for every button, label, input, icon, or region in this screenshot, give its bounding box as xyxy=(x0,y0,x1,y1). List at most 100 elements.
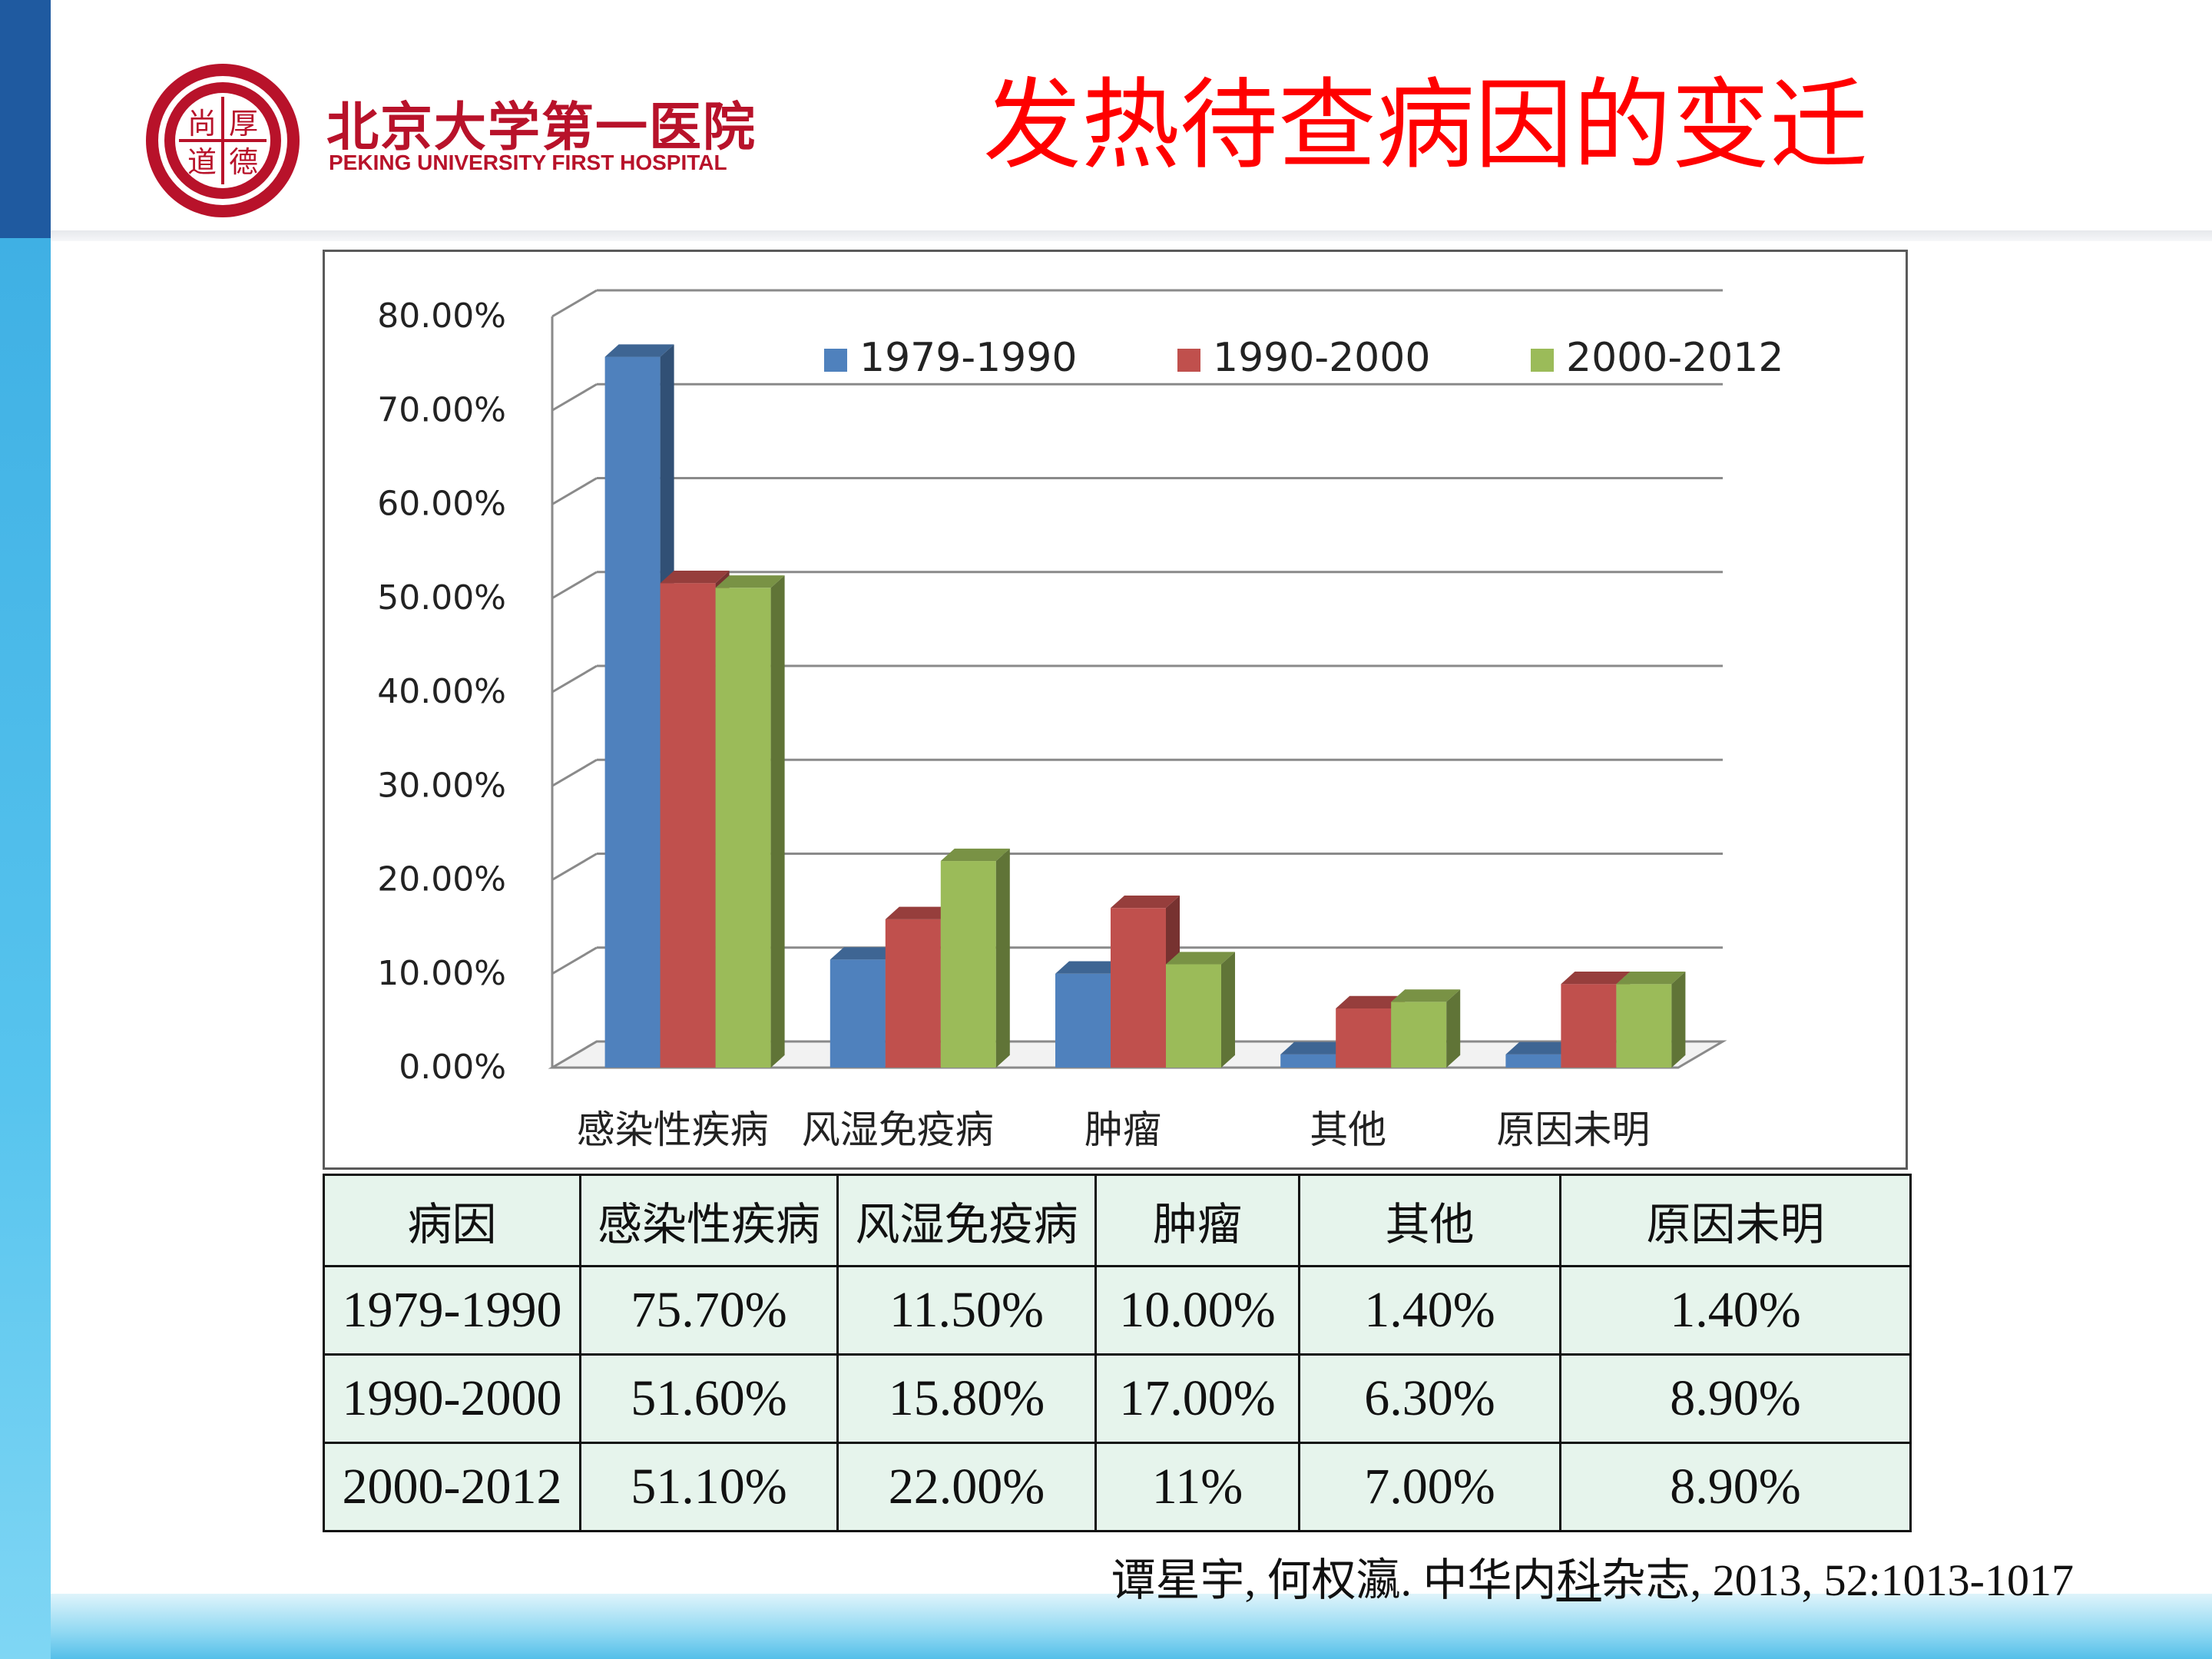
table-cell: 51.10% xyxy=(579,1442,839,1532)
legend-swatch xyxy=(824,349,847,372)
y-tick-label: 20.00% xyxy=(377,860,506,899)
bar-1979-1990-front xyxy=(1505,1054,1561,1068)
x-tick-label: 其他 xyxy=(1310,1108,1386,1152)
bar-top xyxy=(885,906,955,919)
citation: 谭星宇, 何权瀛. 中华内科杂志, 2013, 52:1013-1017 xyxy=(998,1544,2074,1608)
table-cell: 1990-2000 xyxy=(323,1353,581,1444)
bar-top xyxy=(1391,989,1461,1002)
table-header-cell: 其他 xyxy=(1298,1174,1561,1267)
bar-1990-2000-front xyxy=(885,919,941,1068)
chart-frame: 0.00% 10.00% 20.00% 30.00% 40.00% 50.00% 60.00… xyxy=(323,250,1908,1170)
bar-top xyxy=(940,848,1010,862)
table-cell: 1979-1990 xyxy=(323,1265,581,1356)
bar-1990-2000-front xyxy=(1111,908,1166,1068)
bar-top xyxy=(604,344,674,357)
logo-chinese-name: 北京大学第一医院 xyxy=(326,97,757,158)
legend-swatch xyxy=(1531,349,1554,372)
bar-1979-1990-front xyxy=(604,356,661,1068)
legend-swatch xyxy=(1177,349,1200,372)
seal-char-2: 厚 xyxy=(229,107,258,141)
bar-chart: 0.00% 10.00% 20.00% 30.00% 40.00% 50.00% 60.00… xyxy=(377,289,1783,1152)
table-header-cell: 风湿免疫病 xyxy=(836,1174,1097,1267)
bar-top xyxy=(1505,1041,1575,1055)
table-cell: 7.00% xyxy=(1298,1442,1561,1532)
gridline-diagonal xyxy=(551,758,598,787)
gridline-diagonal xyxy=(551,853,598,881)
slide-title: 发热待查病因的变迁 xyxy=(983,68,1869,183)
bar-top xyxy=(715,575,785,588)
table-header-row: 病因 感染性疾病 风湿免疫病 肿瘤 其他 原因未明 xyxy=(323,1174,1912,1267)
legend-label: 2000-2012 xyxy=(1566,335,1783,381)
y-tick-label: 30.00% xyxy=(377,766,506,805)
table-cell: 8.90% xyxy=(1559,1442,1912,1532)
seal-char-1: 尚 xyxy=(187,107,217,141)
citation-text-underlined: 科 xyxy=(1556,1555,1601,1605)
bar-2000-2012-front xyxy=(940,861,996,1068)
y-tick-label: 70.00% xyxy=(377,390,506,429)
bar-top xyxy=(1111,895,1180,909)
bar-1990-2000-front xyxy=(1561,984,1617,1068)
y-tick-label: 50.00% xyxy=(377,578,506,618)
side-accent-gradient xyxy=(0,238,51,1659)
bar-side xyxy=(995,848,1010,1068)
hospital-logo: 尚 厚 道 德 北京大学第一医院 PEKING UNIVERSITY FIRST… xyxy=(142,60,833,221)
gridline-diagonal xyxy=(551,664,598,694)
table-cell: 8.90% xyxy=(1559,1353,1912,1444)
bar-2000-2012-front xyxy=(715,588,771,1068)
table-cell: 1.40% xyxy=(1298,1265,1561,1356)
bar-2000-2012-front xyxy=(1166,964,1221,1068)
table-cell: 17.00% xyxy=(1094,1353,1300,1444)
gridline-diagonal xyxy=(551,571,598,600)
data-table: 病因 感染性疾病 风湿免疫病 肿瘤 其他 原因未明 1979-1990 75.70% 11.50… xyxy=(323,1174,1912,1532)
side-accent-bar xyxy=(0,0,51,238)
gridline-diagonal xyxy=(551,289,598,318)
x-tick-label: 风湿免疫病 xyxy=(802,1108,994,1152)
bar-top xyxy=(1616,971,1686,985)
bar-top xyxy=(1055,961,1124,974)
y-tick-label: 40.00% xyxy=(377,672,506,711)
bar-2000-2012-front xyxy=(1391,1002,1447,1068)
bar-side xyxy=(1671,971,1686,1068)
table-cell: 15.80% xyxy=(836,1353,1097,1444)
bar-1990-2000-front xyxy=(1336,1008,1392,1068)
y-tick-label: 60.00% xyxy=(377,485,506,524)
bar-1979-1990-front xyxy=(830,959,886,1068)
table-cell: 2000-2012 xyxy=(323,1442,581,1532)
bar-top xyxy=(1166,952,1235,965)
table-cell: 11% xyxy=(1094,1442,1300,1532)
bar-top xyxy=(1336,995,1406,1008)
y-tick-label: 10.00% xyxy=(377,954,506,993)
gridline-diagonal xyxy=(551,477,598,505)
y-tick-label: 80.00% xyxy=(377,296,506,336)
bar-1990-2000-front xyxy=(660,583,716,1068)
bar-top xyxy=(660,570,730,584)
table-row: 1990-2000 51.60% 15.80% 17.00% 6.30% 8.90% xyxy=(323,1353,1912,1444)
seal-char-4: 德 xyxy=(229,145,258,179)
table-header-cell: 感染性疾病 xyxy=(579,1174,839,1267)
table-cell: 75.70% xyxy=(579,1265,839,1356)
x-tick-label: 肿瘤 xyxy=(1084,1108,1161,1152)
bar-top xyxy=(1561,971,1631,985)
gridline-diagonal xyxy=(551,382,598,412)
table-header-cell: 原因未明 xyxy=(1559,1174,1912,1267)
bar-side xyxy=(1446,989,1461,1068)
table-cell: 6.30% xyxy=(1298,1353,1561,1444)
bar-side xyxy=(770,575,785,1068)
bar-top xyxy=(830,947,899,960)
table-header-cell: 病因 xyxy=(323,1174,581,1267)
bar-2000-2012-front xyxy=(1616,984,1672,1068)
x-tick-label: 原因未明 xyxy=(1496,1108,1650,1152)
table-row: 2000-2012 51.10% 22.00% 11% 7.00% 8.90% xyxy=(323,1442,1912,1532)
seal-char-3: 道 xyxy=(187,145,217,179)
legend-label: 1990-2000 xyxy=(1213,335,1430,381)
citation-text-a: 谭星宇, 何权瀛. 中华内 xyxy=(1111,1555,1557,1605)
table-cell: 1.40% xyxy=(1559,1265,1912,1356)
legend-label: 1979-1990 xyxy=(859,335,1077,381)
hospital-seal-icon: 尚 厚 道 德 xyxy=(146,64,300,217)
table-cell: 22.00% xyxy=(836,1442,1097,1532)
footer-band xyxy=(51,1594,2212,1659)
citation-text-b: 杂志, 2013, 52:1013-1017 xyxy=(1601,1555,2074,1605)
bar-1979-1990-front xyxy=(1055,973,1111,1068)
bar-top xyxy=(1280,1041,1350,1055)
table-cell: 51.60% xyxy=(579,1353,839,1444)
